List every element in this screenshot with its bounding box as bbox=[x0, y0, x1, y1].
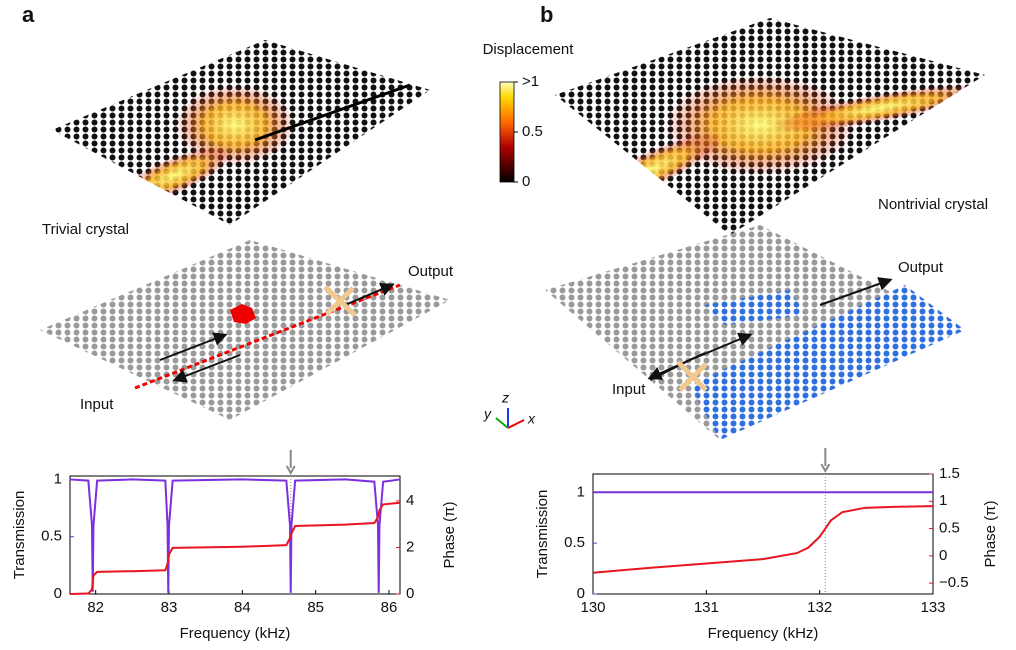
x-tick-label: 83 bbox=[161, 599, 178, 616]
panel-label: b bbox=[540, 2, 553, 27]
y2-axis-label: Phase (π) bbox=[982, 500, 999, 567]
illustration-label: Trivial crystal bbox=[42, 221, 129, 238]
x-tick-label: 85 bbox=[307, 599, 324, 616]
y2-tick-label: −0.5 bbox=[939, 574, 969, 591]
illustration-label: Input bbox=[612, 381, 646, 398]
y-tick-label: 0.5 bbox=[41, 528, 62, 545]
plot-frame bbox=[70, 476, 400, 594]
axis-glyph: z bbox=[501, 390, 509, 406]
marker-arrow bbox=[821, 448, 829, 471]
colorbar-tick-label: >1 bbox=[522, 73, 539, 90]
x-axis-label: Frequency (kHz) bbox=[708, 625, 819, 642]
y-tick-label: 0.5 bbox=[564, 534, 585, 551]
panel-label: a bbox=[22, 2, 35, 27]
y2-tick-label: 0 bbox=[939, 547, 947, 564]
y-tick-label: 1 bbox=[54, 470, 62, 487]
y2-axis-label: Phase (π) bbox=[441, 501, 458, 568]
series-line bbox=[593, 506, 933, 573]
x-tick-label: 82 bbox=[87, 599, 104, 616]
y-tick-label: 1 bbox=[577, 483, 585, 500]
x-axis-label: Frequency (kHz) bbox=[180, 625, 291, 642]
illustration-label: Input bbox=[80, 396, 114, 413]
y2-tick-label: 0 bbox=[406, 585, 414, 602]
y-tick-label: 0 bbox=[54, 585, 62, 602]
y2-tick-label: 1.5 bbox=[939, 465, 960, 482]
colorbar-tick-label: 0 bbox=[522, 173, 530, 190]
y-tick-label: 0 bbox=[577, 585, 585, 602]
x-tick-label: 84 bbox=[234, 599, 251, 616]
y2-tick-label: 0.5 bbox=[939, 520, 960, 537]
y-axis-label: Transmission bbox=[11, 491, 28, 580]
y2-tick-label: 1 bbox=[939, 492, 947, 509]
x-tick-label: 132 bbox=[807, 599, 832, 616]
colorbar-tick-label: 0.5 bbox=[522, 123, 543, 140]
axis-glyph: x bbox=[527, 411, 536, 427]
x-tick-label: 86 bbox=[381, 599, 398, 616]
illustration-label: Nontrivial crystal bbox=[878, 196, 988, 213]
illustration-label: Output bbox=[408, 263, 454, 280]
series-line bbox=[70, 503, 400, 594]
x-tick-label: 131 bbox=[694, 599, 719, 616]
marker-arrow bbox=[287, 450, 295, 473]
axis-glyph: y bbox=[483, 406, 492, 422]
illustration bbox=[40, 18, 991, 440]
y2-tick-label: 2 bbox=[406, 538, 414, 555]
y-axis-label: Transmission bbox=[534, 490, 551, 579]
x-tick-label: 133 bbox=[920, 599, 945, 616]
series-line bbox=[70, 479, 400, 592]
y2-tick-label: 4 bbox=[406, 492, 414, 509]
figure: a b Trivial crystal Nontrivial crystal I… bbox=[0, 0, 1016, 650]
illustration-label: Output bbox=[898, 259, 944, 276]
colorbar-title: Displacement bbox=[483, 41, 575, 58]
